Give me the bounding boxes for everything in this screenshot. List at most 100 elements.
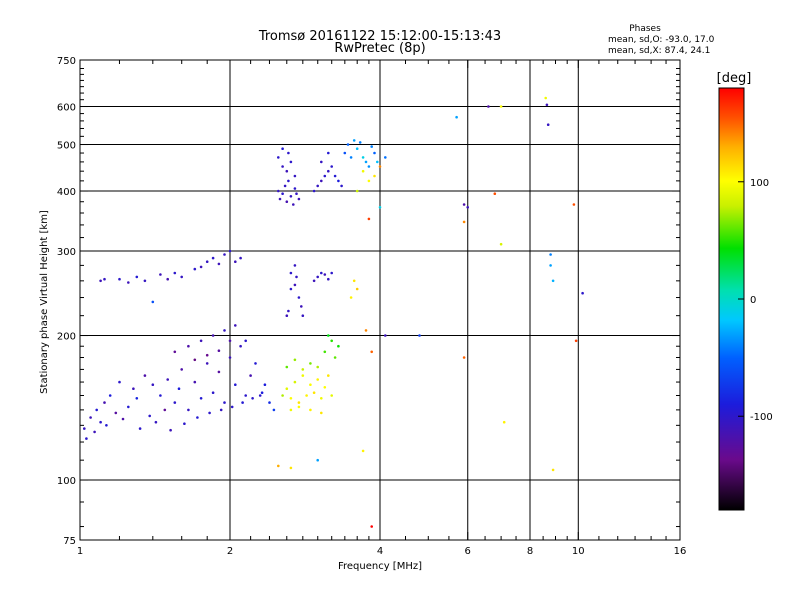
- data-point: [364, 160, 368, 164]
- phase-stats-x: mean, sd,X: 87.4, 24.1: [608, 46, 710, 56]
- data-point: [135, 275, 139, 279]
- data-point: [211, 391, 215, 395]
- data-point: [327, 334, 330, 337]
- data-point: [418, 334, 421, 337]
- data-point: [159, 394, 162, 397]
- y-tick-label: 300: [57, 247, 76, 258]
- data-point: [330, 339, 334, 343]
- data-point: [234, 383, 237, 387]
- data-point: [455, 115, 458, 119]
- data-point: [367, 165, 371, 168]
- data-point: [300, 305, 303, 308]
- data-point: [301, 368, 305, 371]
- data-point: [217, 349, 221, 353]
- data-point: [138, 427, 142, 430]
- data-point: [105, 424, 108, 427]
- data-point: [323, 350, 327, 354]
- data-point: [285, 314, 289, 318]
- data-point: [549, 253, 552, 256]
- data-point: [251, 397, 254, 400]
- data-point: [289, 408, 293, 412]
- data-point: [323, 386, 327, 389]
- data-point: [151, 300, 155, 304]
- data-point: [297, 296, 301, 299]
- data-point: [352, 279, 356, 283]
- data-point: [211, 334, 215, 337]
- data-point: [320, 411, 323, 415]
- data-point: [340, 184, 343, 188]
- data-point: [316, 378, 320, 381]
- plot-gridlines: [80, 60, 680, 540]
- x-axis-label: Frequency [MHz]: [338, 561, 422, 572]
- data-point: [384, 156, 387, 159]
- data-point: [166, 378, 169, 381]
- data-point: [333, 356, 337, 359]
- data-point: [285, 387, 289, 391]
- data-point: [297, 197, 301, 201]
- data-point: [574, 339, 578, 343]
- data-point: [205, 260, 209, 264]
- data-point: [166, 277, 169, 281]
- data-point: [361, 169, 365, 173]
- data-point: [277, 189, 280, 193]
- data-point: [320, 179, 323, 183]
- data-point: [352, 139, 356, 142]
- data-point: [544, 96, 547, 100]
- plot-axes: 1 2 4 6 8 10 16 75 100 200 300 400 500 600 750: [57, 56, 686, 557]
- data-point: [293, 174, 297, 178]
- data-point: [323, 273, 327, 276]
- data-point: [327, 374, 330, 377]
- data-point: [277, 464, 280, 468]
- data-point: [364, 329, 368, 332]
- data-point: [320, 160, 323, 164]
- colorbar-label: [deg]: [717, 71, 752, 86]
- data-point: [312, 391, 316, 395]
- data-point: [118, 277, 121, 281]
- data-point: [289, 397, 293, 400]
- data-point: [187, 344, 190, 348]
- data-point: [199, 339, 203, 343]
- data-point: [581, 291, 584, 295]
- data-point: [163, 408, 167, 412]
- data-point: [196, 416, 199, 419]
- data-point: [551, 468, 555, 472]
- y-tick-label: 400: [57, 187, 76, 198]
- data-point: [309, 383, 312, 387]
- data-point: [349, 156, 353, 159]
- data-point: [316, 184, 320, 188]
- data-point: [301, 314, 305, 318]
- data-point: [217, 370, 221, 374]
- data-point: [281, 192, 284, 195]
- data-point: [297, 405, 301, 409]
- data-point: [295, 275, 298, 279]
- data-point: [208, 411, 211, 415]
- x-tick-label: 4: [377, 546, 383, 557]
- data-point: [228, 356, 232, 359]
- data-point: [211, 256, 215, 260]
- colorbar-tick-label: 0: [750, 295, 756, 306]
- data-point: [309, 408, 312, 412]
- data-point: [234, 324, 237, 327]
- data-point: [289, 160, 293, 164]
- data-point: [187, 408, 190, 412]
- data-point: [301, 374, 305, 377]
- x-tick-label: 1: [77, 546, 83, 557]
- y-axis-label: Stationary phase Virtual Height [km]: [39, 210, 50, 394]
- data-point: [159, 273, 162, 276]
- y-tick-label: 100: [57, 476, 76, 487]
- data-point: [99, 279, 102, 283]
- data-point: [193, 267, 197, 271]
- data-point: [223, 329, 226, 332]
- y-tick-label: 750: [57, 56, 76, 67]
- data-point: [289, 287, 293, 291]
- y-tick-label: 75: [63, 536, 76, 547]
- data-point: [289, 466, 293, 470]
- data-point: [177, 387, 181, 391]
- data-point: [551, 279, 555, 283]
- data-point: [349, 296, 353, 299]
- data-point: [93, 430, 96, 434]
- data-point: [260, 391, 264, 395]
- data-point: [223, 401, 226, 404]
- data-point: [293, 358, 297, 362]
